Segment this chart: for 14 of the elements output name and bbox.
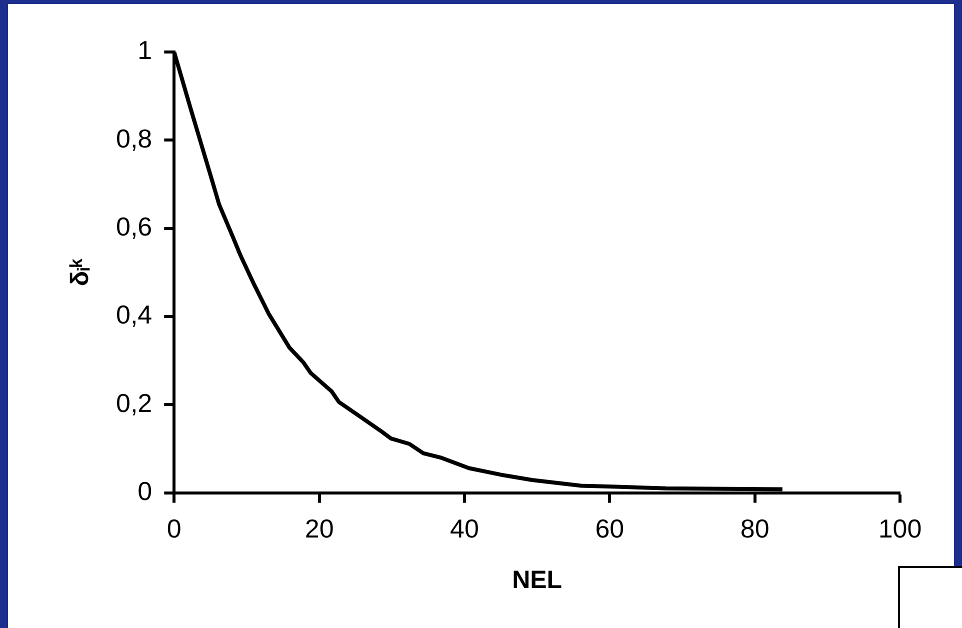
x-tick-label: 60: [595, 514, 624, 544]
y-tick-label: 0,8: [116, 123, 152, 154]
x-tick-label: 20: [304, 514, 334, 544]
x-tick-label: 40: [450, 514, 479, 544]
x-tick-label: 100: [878, 514, 922, 544]
y-tick-label: 0,4: [116, 300, 152, 330]
y-tick-label: 0,2: [116, 388, 152, 418]
y-axis-title: δᵢᵏ: [66, 258, 94, 286]
y-tick-label: 0: [138, 476, 152, 506]
x-tick-label: 0: [166, 514, 182, 544]
x-tick-label: 80: [740, 514, 770, 544]
y-tick-label: 0,6: [116, 211, 152, 242]
y-tick-label: 1: [138, 35, 152, 66]
x-axis-title: NEL: [512, 566, 562, 594]
